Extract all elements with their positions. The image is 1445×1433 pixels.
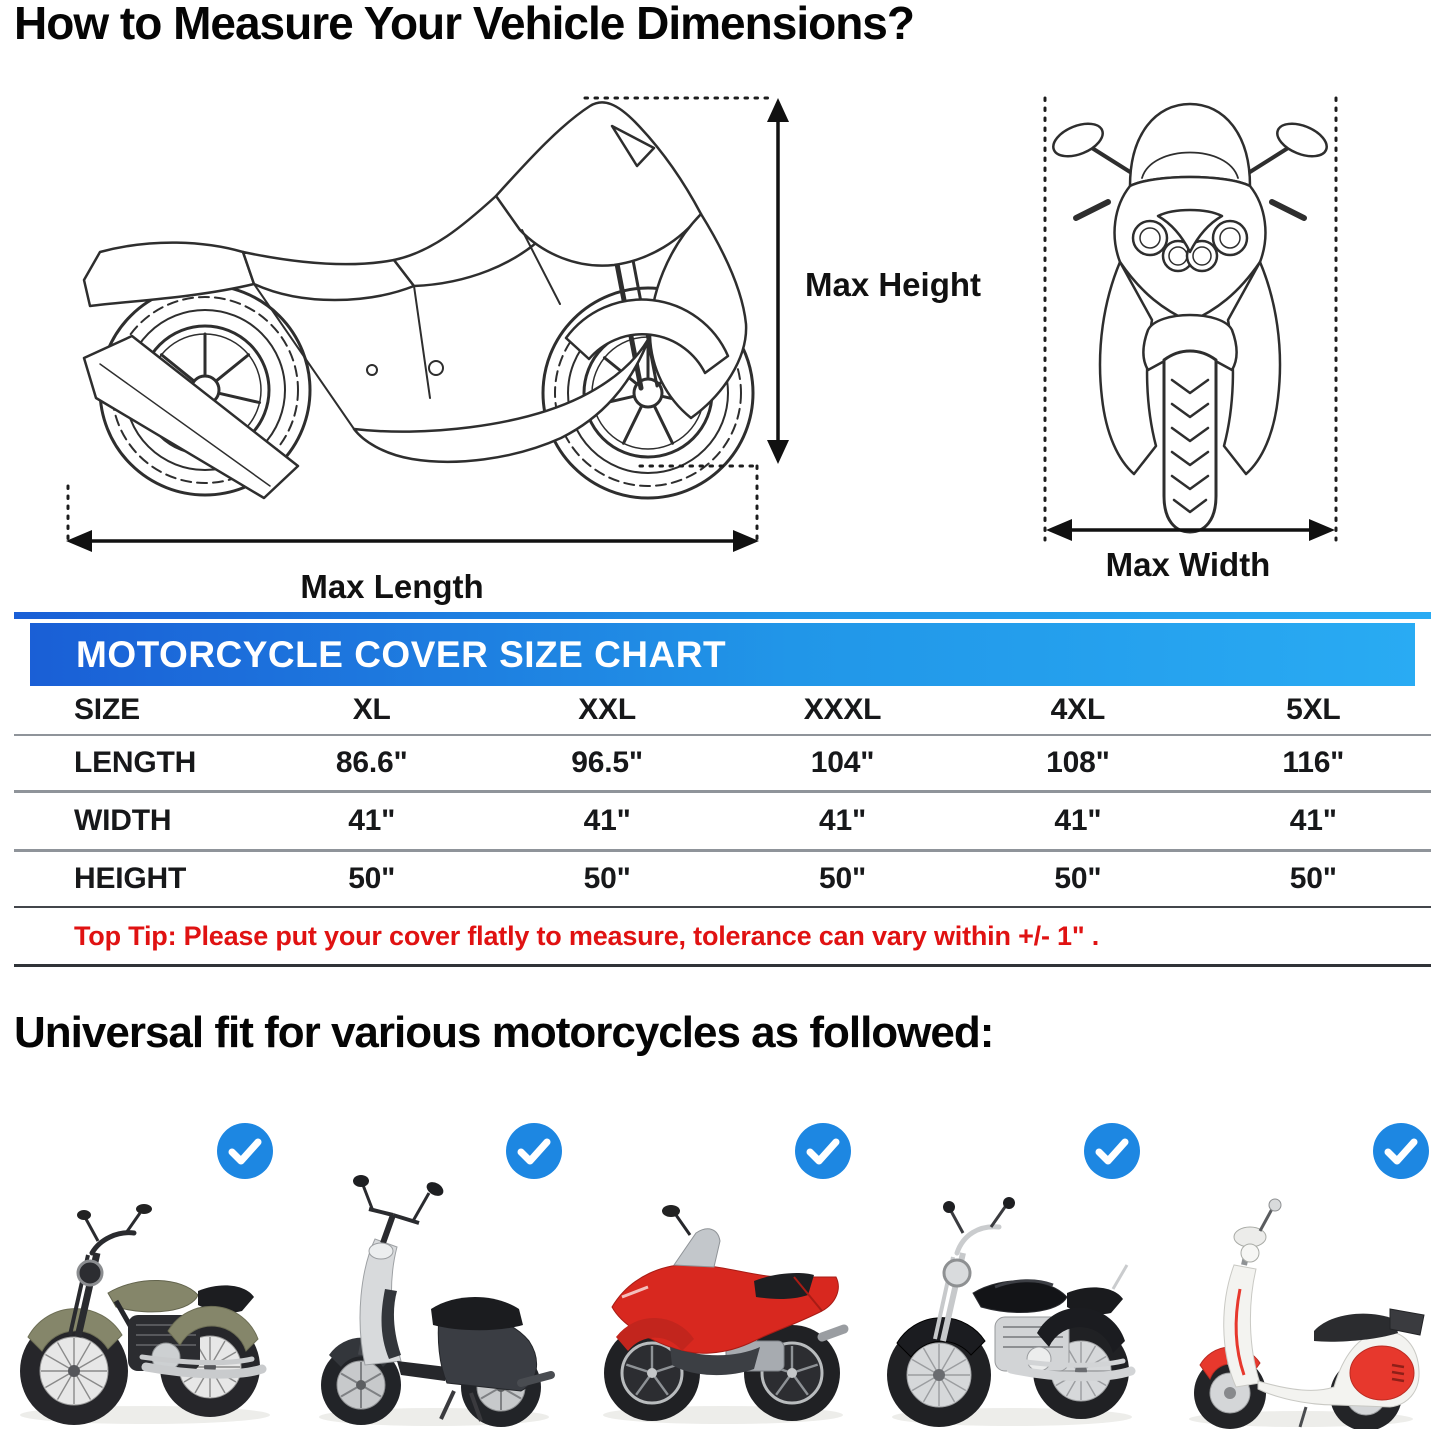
scooter-photo <box>319 1175 555 1427</box>
gallery-item-vintage-scooter <box>1156 1085 1445 1433</box>
column-header: 4XL <box>1050 693 1106 726</box>
column-header: SIZE <box>74 693 140 726</box>
check-icon <box>1084 1123 1140 1179</box>
gallery-item-black-cruiser <box>867 1085 1156 1433</box>
column-header: XL <box>352 693 391 726</box>
vintage-scooter-photo <box>1189 1198 1425 1429</box>
table-row-height: HEIGHT 50" 50" 50" 50" 50" <box>14 852 1431 908</box>
cruiser-motorcycle-photo <box>20 1204 270 1425</box>
measuring-tip: Top Tip: Please put your cover flatly to… <box>14 908 1431 967</box>
motorcycle-gallery <box>0 1085 1445 1433</box>
table-cell: 41" <box>583 804 631 837</box>
check-icon <box>1373 1123 1429 1179</box>
row-label: HEIGHT <box>74 862 187 895</box>
table-cell: 50" <box>1289 862 1337 895</box>
page-title: How to Measure Your Vehicle Dimensions? <box>14 0 915 49</box>
size-chart-header-bar: MOTORCYCLE COVER SIZE CHART <box>30 623 1415 686</box>
gallery-item-scooter <box>289 1085 578 1433</box>
size-chart-columns-row: SIZE XL XXL XXXL 4XL 5XL <box>14 686 1431 736</box>
table-cell: 108" <box>1046 746 1110 779</box>
max-length-arrow <box>66 530 759 552</box>
sport-bike-photo <box>603 1205 849 1424</box>
table-cell: 41" <box>1054 804 1102 837</box>
max-width-arrow <box>1046 519 1335 541</box>
dimension-guide-dotted-lines <box>66 96 1338 546</box>
universal-fit-title: Universal fit for various motorcycles as… <box>14 1008 994 1057</box>
motorcycle-front-view-drawing <box>1052 102 1328 534</box>
table-row-width: WIDTH 41" 41" 41" 41" 41" <box>14 793 1431 852</box>
column-header: XXL <box>578 693 636 726</box>
max-height-label: Max Height <box>805 266 981 303</box>
table-cell: 86.6" <box>335 746 408 779</box>
table-row-length: LENGTH 86.6" 96.5" 104" 108" 116" <box>14 736 1431 793</box>
check-icon <box>217 1123 273 1179</box>
table-cell: 50" <box>818 862 866 895</box>
size-chart-table: MOTORCYCLE COVER SIZE CHART SIZE XL XXL … <box>14 612 1431 967</box>
check-icon <box>506 1123 562 1179</box>
table-cell: 41" <box>1289 804 1337 837</box>
black-cruiser-photo <box>887 1197 1136 1427</box>
size-chart-title: MOTORCYCLE COVER SIZE CHART <box>76 633 727 675</box>
motorcycle-side-view-drawing <box>82 101 755 500</box>
column-header: 5XL <box>1286 693 1341 726</box>
table-cell: 116" <box>1282 746 1345 779</box>
measurement-diagram: Max Height Max Length Max Width <box>66 96 1338 605</box>
row-label: LENGTH <box>74 746 197 779</box>
row-label: WIDTH <box>74 804 172 837</box>
table-cell: 96.5" <box>571 746 643 779</box>
table-cell: 104" <box>810 746 875 779</box>
gallery-item-sport-bike <box>578 1085 867 1433</box>
table-cell: 41" <box>818 804 866 837</box>
table-cell: 50" <box>583 862 631 895</box>
max-length-label: Max Length <box>300 568 483 605</box>
table-top-accent-line <box>14 612 1431 619</box>
check-icon <box>795 1123 851 1179</box>
max-height-arrow <box>767 98 789 464</box>
gallery-item-cruiser <box>0 1085 289 1433</box>
table-cell: 41" <box>348 804 396 837</box>
table-cell: 50" <box>1054 862 1102 895</box>
table-cell: 50" <box>348 862 396 895</box>
tip-text: Top Tip: Please put your cover flatly to… <box>74 920 1100 951</box>
max-width-label: Max Width <box>1106 546 1271 583</box>
column-header: XXXL <box>803 693 882 726</box>
